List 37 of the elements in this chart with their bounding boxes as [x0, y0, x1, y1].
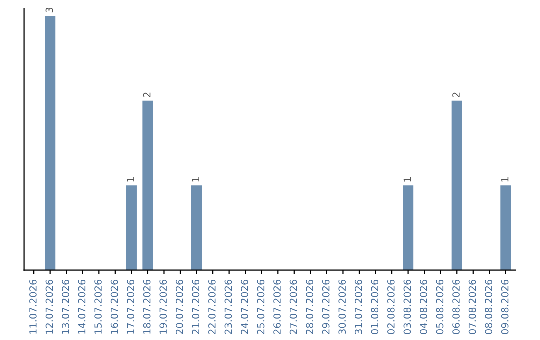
x-tick-label: 18.07.2026	[143, 280, 151, 334]
x-tick-label: 30.07.2026	[338, 280, 346, 334]
x-tick-label: 12.07.2026	[46, 280, 54, 334]
x-tick-label: 25.07.2026	[257, 280, 265, 334]
x-tick-label: 27.07.2026	[290, 280, 298, 334]
x-tick-label: 20.07.2026	[176, 280, 184, 334]
x-tick-label: 01.08.2026	[371, 280, 379, 334]
x-tick-label: 04.08.2026	[420, 280, 428, 334]
x-tick-label: 09.08.2026	[501, 280, 509, 334]
x-tick-label: 13.07.2026	[62, 280, 70, 334]
x-tick-label: 03.08.2026	[404, 280, 412, 334]
x-tick-label: 29.07.2026	[322, 280, 330, 334]
x-tick-label: 16.07.2026	[110, 280, 118, 334]
x-tick-label: 06.08.2026	[452, 280, 460, 334]
x-tick-label: 02.08.2026	[388, 280, 395, 334]
data-label: 3	[46, 8, 54, 13]
x-tick-label: 07.08.2026	[468, 280, 476, 334]
x-tick-label: 08.08.2026	[485, 280, 492, 334]
x-tick-label: 28.07.2026	[306, 280, 314, 334]
data-label: 2	[452, 92, 460, 98]
x-tick-label: 21.07.2026	[192, 280, 200, 334]
x-tick-label: 31.07.2026	[354, 280, 362, 334]
x-tick-label: 26.07.2026	[274, 280, 281, 334]
data-label: 1	[192, 178, 200, 182]
x-tick-label: 11.07.2026	[30, 280, 37, 334]
x-tick-label: 05.08.2026	[436, 280, 444, 334]
x-tick-label: 19.07.2026	[160, 280, 168, 334]
x-tick-label: 23.07.2026	[224, 280, 232, 334]
data-label: 1	[404, 178, 411, 182]
data-label: 1	[502, 178, 509, 182]
x-tick-label: 15.07.2026	[94, 280, 102, 334]
data-label: 2	[143, 92, 151, 98]
x-tick-label: 17.07.2026	[127, 280, 135, 334]
data-label: 1	[127, 178, 134, 182]
x-tick-label: 22.07.2026	[208, 280, 216, 334]
x-tick-label: 24.07.2026	[241, 280, 248, 334]
x-tick-label: 14.07.2026	[78, 280, 86, 334]
